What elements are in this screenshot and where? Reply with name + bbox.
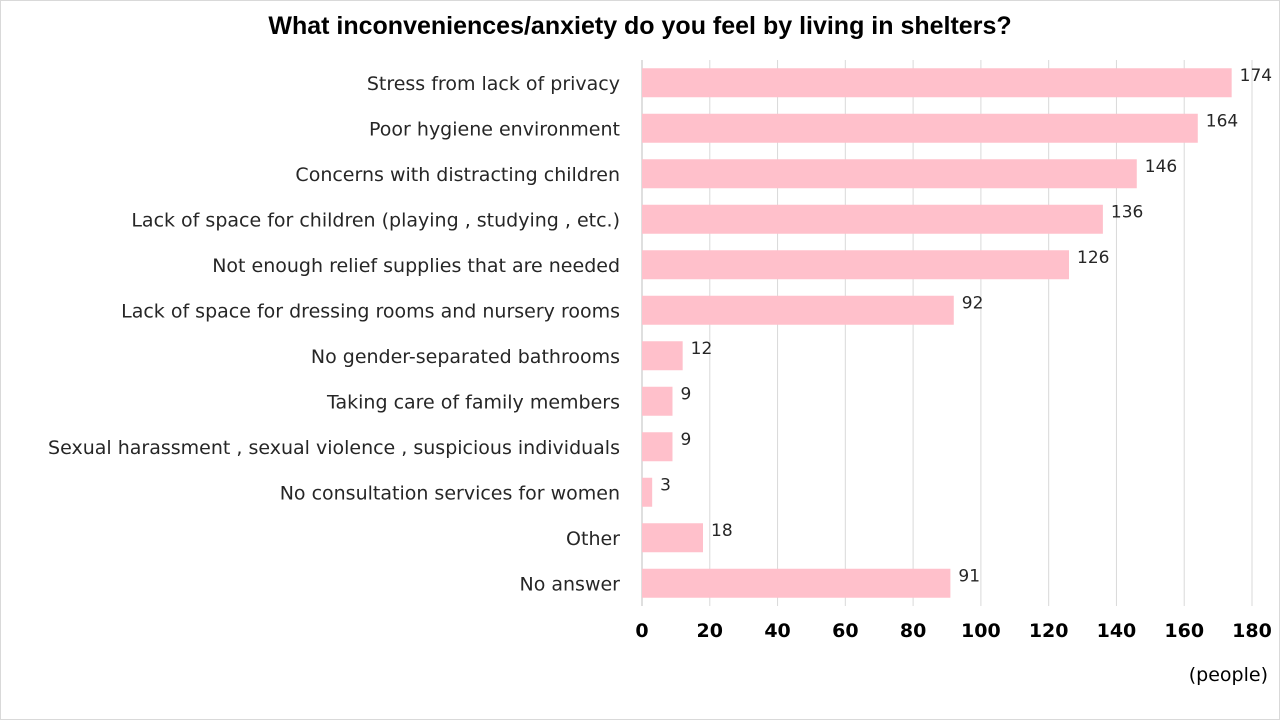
category-label: Lack of space for children (playing , st… [131, 209, 620, 231]
category-label: No answer [519, 573, 620, 595]
x-tick-label: 60 [832, 620, 858, 642]
bar [642, 341, 683, 371]
bar [642, 295, 954, 325]
bar [642, 204, 1103, 234]
x-tick-label: 180 [1232, 620, 1272, 642]
category-label: Sexual harassment , sexual violence , su… [48, 437, 620, 459]
category-label: Lack of space for dressing rooms and nur… [121, 300, 620, 322]
x-tick-labels: 0 20 40 60 80 100 120 140 160 180 [635, 620, 1271, 642]
data-labels: 174 164 146 136 126 92 12 9 9 3 18 91 [660, 66, 1272, 587]
data-label: 164 [1206, 111, 1238, 131]
category-label: Other [566, 528, 620, 550]
x-tick-label: 0 [635, 620, 648, 642]
data-label: 174 [1240, 66, 1272, 86]
category-label: Not enough relief supplies that are need… [212, 255, 620, 277]
bar [642, 432, 673, 462]
bar [642, 386, 673, 416]
x-tick-label: 120 [1029, 620, 1069, 642]
bar [642, 523, 703, 553]
data-label: 9 [681, 430, 692, 450]
bar [642, 568, 951, 598]
x-tick-label: 40 [764, 620, 790, 642]
bar [642, 68, 1232, 98]
x-tick-label: 140 [1097, 620, 1137, 642]
category-label: Poor hygiene environment [369, 118, 620, 140]
bars [642, 68, 1232, 598]
data-label: 126 [1077, 248, 1109, 268]
data-label: 3 [660, 475, 671, 495]
category-label: Concerns with distracting children [295, 164, 620, 186]
data-label: 92 [962, 293, 984, 313]
bar [642, 250, 1069, 280]
data-label: 9 [681, 384, 692, 404]
bar [642, 477, 653, 507]
data-label: 18 [711, 521, 733, 541]
bar [642, 113, 1198, 143]
x-unit-label: (people) [1189, 664, 1268, 686]
chart-title: What inconveniences/anxiety do you feel … [268, 12, 1012, 40]
x-tick-label: 80 [900, 620, 926, 642]
x-tick-label: 160 [1164, 620, 1204, 642]
category-label: Taking care of family members [326, 391, 620, 413]
category-label: Stress from lack of privacy [367, 73, 620, 95]
x-tick-label: 20 [697, 620, 723, 642]
category-labels: Stress from lack of privacy Poor hygiene … [48, 73, 620, 596]
category-label: No gender-separated bathrooms [311, 346, 620, 368]
data-label: 136 [1111, 202, 1143, 222]
category-label: No consultation services for women [280, 482, 620, 504]
data-label: 91 [958, 566, 980, 586]
grid-lines [641, 60, 1253, 606]
data-label: 12 [691, 339, 713, 359]
data-label: 146 [1145, 157, 1177, 177]
x-tick-label: 100 [961, 620, 1001, 642]
bar [642, 159, 1137, 189]
